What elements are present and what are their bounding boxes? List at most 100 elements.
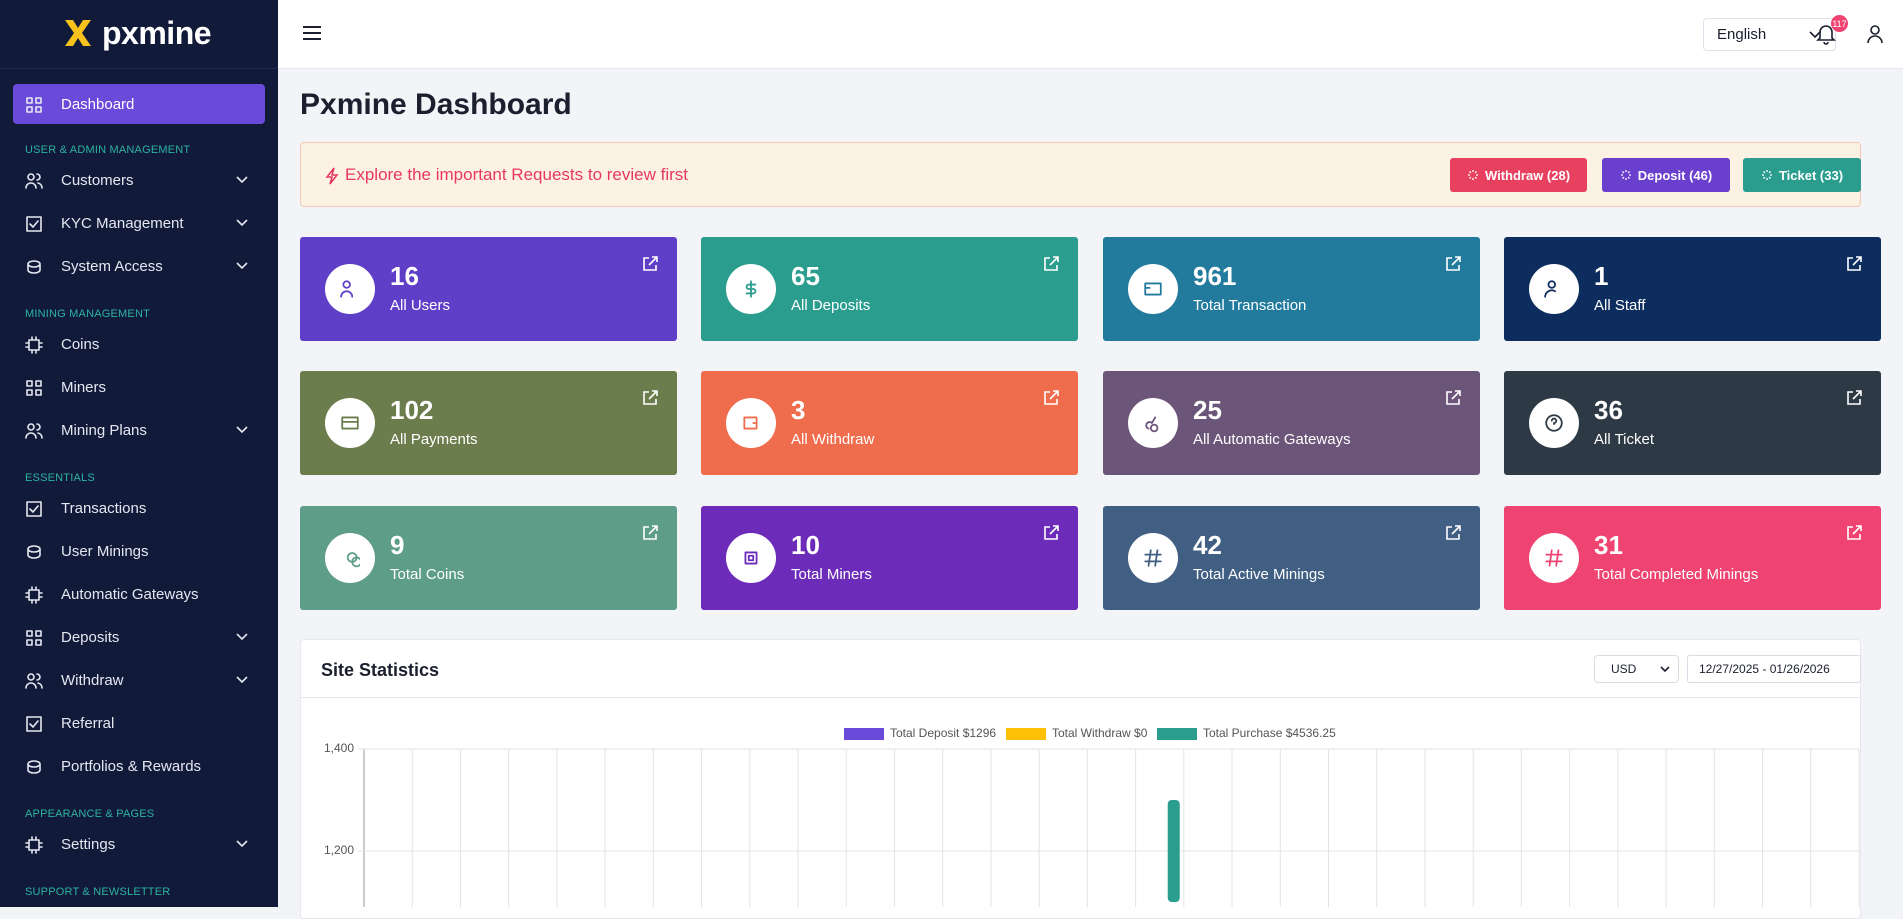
icon <box>743 416 758 430</box>
external-link[interactable] <box>641 389 659 407</box>
date-range[interactable]: 12/27/2025 - 01/26/2026 <box>1687 655 1861 683</box>
icon <box>25 173 43 189</box>
stat-card[interactable]: 42 Total Active Minings <box>1103 506 1480 610</box>
external-link[interactable] <box>1845 389 1863 407</box>
stat-card[interactable]: 1 All Staff <box>1504 237 1881 341</box>
external-link[interactable] <box>1042 524 1060 542</box>
stat-card[interactable]: 65 All Deposits <box>701 237 1078 341</box>
nav-item[interactable]: Automatic Gateways <box>0 573 278 616</box>
icon-shape <box>26 216 42 232</box>
nav-item[interactable]: Mining Plans <box>0 409 278 452</box>
legend-label: Total Withdraw $0 <box>1052 726 1148 740</box>
external-link-shape <box>1044 256 1059 271</box>
icon <box>25 336 43 354</box>
nav-label: System Access <box>61 258 163 275</box>
page-title: Pxmine Dashboard <box>300 88 572 121</box>
spinner-icon <box>1761 170 1772 180</box>
chevron-shape <box>236 426 248 434</box>
nav-label: Portfolios & Rewards <box>61 758 202 775</box>
section-label: APPEARANCE & PAGES <box>25 808 155 820</box>
section-label: USER & ADMIN MANAGEMENT <box>25 144 191 156</box>
nav-item[interactable]: KYC Management <box>0 202 278 245</box>
stat-label: Total Transaction <box>1193 297 1307 314</box>
brand[interactable]: pxmine <box>62 14 212 52</box>
stat-value: 31 <box>1594 530 1623 560</box>
chevron <box>236 426 248 434</box>
nav-item[interactable]: Dashboard <box>13 84 265 124</box>
alert-button[interactable]: Ticket (33) <box>1743 158 1861 192</box>
stat-icon <box>1529 264 1579 314</box>
currency-select[interactable]: USD <box>1594 655 1679 683</box>
stat-card[interactable]: 10 Total Miners <box>701 506 1078 610</box>
nav-item[interactable]: Withdraw <box>0 659 278 702</box>
external-link[interactable] <box>1845 255 1863 273</box>
stat-value: 16 <box>390 261 419 291</box>
language-select[interactable]: English <box>1703 18 1836 51</box>
nav-label: Mining Plans <box>61 422 147 439</box>
button-label: Ticket (33) <box>1778 167 1844 183</box>
legend-swatch <box>1157 728 1197 740</box>
stat-label: All Deposits <box>791 297 871 314</box>
nav-item[interactable]: Customers <box>0 159 278 202</box>
stat-value: 9 <box>390 530 405 560</box>
nav-label: Dashboard <box>61 95 135 113</box>
external-link-shape <box>643 256 658 271</box>
icon-shape <box>1545 549 1563 567</box>
nav-item[interactable]: Coins <box>0 323 278 366</box>
spinner-shape <box>1761 170 1772 180</box>
external-link[interactable] <box>1845 524 1863 542</box>
nav-item[interactable]: Deposits <box>0 616 278 659</box>
stat-card[interactable]: 31 Total Completed Minings <box>1504 506 1881 610</box>
stat-card[interactable]: 25 All Automatic Gateways <box>1103 371 1480 475</box>
stat-card[interactable]: 9 Total Coins <box>300 506 677 610</box>
icon-shape <box>25 173 43 189</box>
icon-shape <box>26 501 42 517</box>
nav-item[interactable]: User Minings <box>0 530 278 573</box>
legend-label: Total Deposit $1296 <box>890 726 996 740</box>
y-tick-label: 1,400 <box>324 741 354 755</box>
nav-item[interactable]: Referral <box>0 702 278 745</box>
stat-icon <box>726 533 776 583</box>
stat-card[interactable]: 16 All Users <box>300 237 677 341</box>
stat-card[interactable]: 36 All Ticket <box>1504 371 1881 475</box>
stat-card[interactable]: 102 All Payments <box>300 371 677 475</box>
nav-label: Withdraw <box>61 672 124 689</box>
external-link[interactable] <box>641 255 659 273</box>
icon <box>26 716 42 732</box>
alert-button[interactable]: Withdraw (28) <box>1450 158 1587 192</box>
alert-button[interactable]: Deposit (46) <box>1602 158 1730 192</box>
alert-text: Explore the important Requests to review… <box>345 165 688 184</box>
icon-shape <box>340 280 354 298</box>
nav-item[interactable]: Portfolios & Rewards <box>0 745 278 788</box>
icon <box>25 673 43 689</box>
menu-toggle[interactable] <box>302 24 322 42</box>
external-link[interactable] <box>1444 255 1462 273</box>
external-link[interactable] <box>1042 255 1060 273</box>
nav-item[interactable]: Miners <box>0 366 278 409</box>
nav-label: Customers <box>61 172 134 189</box>
icon <box>26 630 42 646</box>
external-link[interactable] <box>1444 389 1462 407</box>
external-link[interactable] <box>1444 524 1462 542</box>
icon-shape <box>25 586 43 604</box>
icon-shape <box>25 673 43 689</box>
notifications[interactable] <box>1816 23 1836 45</box>
external-link[interactable] <box>1042 389 1060 407</box>
divider <box>0 68 278 69</box>
stat-label: All Staff <box>1594 297 1646 314</box>
external-link-shape <box>1847 256 1862 271</box>
stat-card[interactable]: 3 All Withdraw <box>701 371 1078 475</box>
user-menu[interactable] <box>1866 24 1884 44</box>
nav-item[interactable]: System Access <box>0 245 278 288</box>
external-link[interactable] <box>641 524 659 542</box>
nav-item[interactable]: Transactions <box>0 487 278 530</box>
icon-shape <box>27 260 41 274</box>
nav-item[interactable]: Settings <box>0 823 278 866</box>
alert-icon <box>325 167 339 185</box>
stat-card[interactable]: 961 Total Transaction <box>1103 237 1480 341</box>
icon-shape <box>26 97 42 113</box>
external-link-shape <box>1446 525 1461 540</box>
nav-label: User Minings <box>61 543 149 560</box>
nav-label: Coins <box>61 336 100 353</box>
